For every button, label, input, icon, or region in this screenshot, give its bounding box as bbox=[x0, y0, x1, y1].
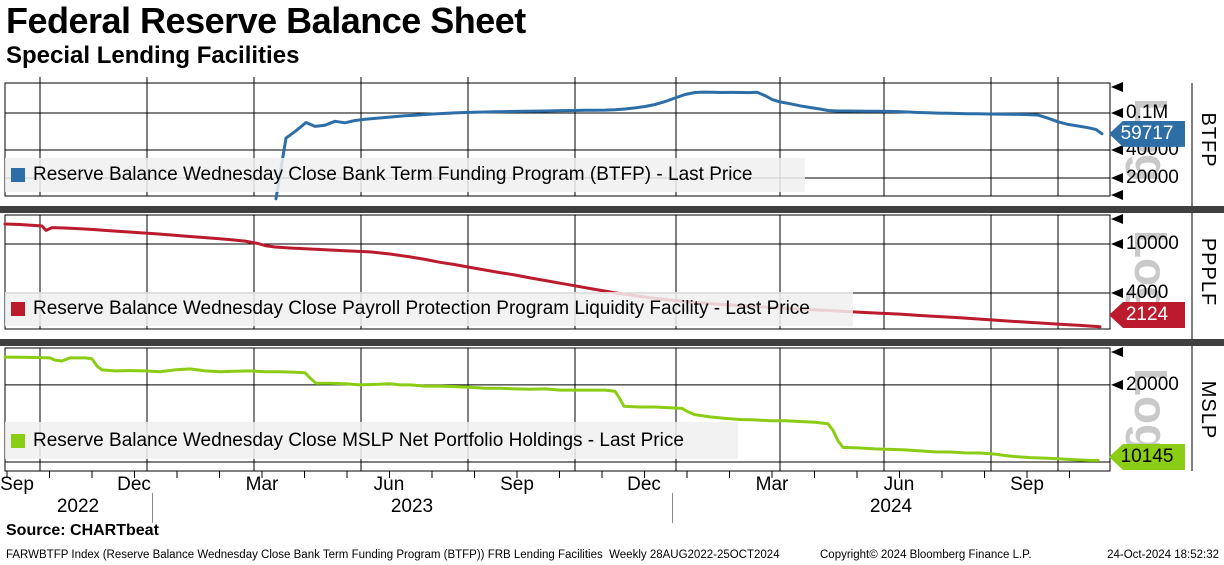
panel-separator[interactable] bbox=[0, 339, 1224, 346]
last-price-badge-ppplf: 2124 bbox=[1109, 302, 1185, 328]
x-axis-month-label: Dec bbox=[627, 474, 661, 495]
panel-axis-label-mslp: MSLP bbox=[1197, 380, 1219, 439]
y-tick-label: 10000 bbox=[1126, 233, 1179, 254]
x-axis-month-label: Mar bbox=[755, 474, 789, 495]
x-axis-month-label: Sep bbox=[0, 474, 34, 495]
x-axis-month-label: Dec bbox=[117, 474, 151, 495]
x-axis-year-label: 2023 bbox=[390, 496, 434, 517]
chart-subtitle: Special Lending Facilities bbox=[6, 42, 300, 69]
legend-swatch-icon bbox=[11, 302, 25, 316]
year-divider-line bbox=[152, 493, 153, 523]
x-axis-month-label: Sep bbox=[500, 474, 534, 495]
source-label: Source: CHARTbeat bbox=[6, 522, 159, 539]
x-axis-month-label: Mar bbox=[245, 474, 279, 495]
x-axis-year-label: 2022 bbox=[56, 496, 100, 517]
panel-separator[interactable] bbox=[0, 206, 1224, 213]
log-scale-watermark: Log bbox=[1125, 229, 1177, 315]
last-price-badge-btfp: 59717 bbox=[1109, 120, 1185, 147]
y-tick-label: 4000 bbox=[1126, 281, 1169, 303]
footer-index-description: FARWBTFP Index (Reserve Balance Wednesda… bbox=[6, 549, 780, 561]
legend-label: Reserve Balance Wednesday Close MSLP Net… bbox=[33, 429, 684, 451]
footer-timestamp: 24-Oct-2024 18:52:32 bbox=[1107, 549, 1219, 561]
legend-swatch-icon bbox=[11, 168, 25, 182]
last-price-badge-mslp: 10145 bbox=[1109, 444, 1185, 470]
x-axis-month-label: Sep bbox=[1010, 474, 1044, 495]
x-axis-month-label: Jun bbox=[883, 474, 915, 495]
page-title: Federal Reserve Balance Sheet bbox=[6, 0, 526, 41]
legend-label: Reserve Balance Wednesday Close Bank Ter… bbox=[33, 164, 753, 185]
legend-ppplf[interactable]: Reserve Balance Wednesday Close Payroll … bbox=[5, 292, 853, 326]
x-axis-year-label: 2024 bbox=[869, 496, 913, 517]
legend-label: Reserve Balance Wednesday Close Payroll … bbox=[33, 298, 810, 319]
legend-mslp[interactable]: Reserve Balance Wednesday Close MSLP Net… bbox=[5, 422, 738, 459]
y-tick-label: 20000 bbox=[1126, 167, 1179, 188]
y-tick-label: 0.1M bbox=[1126, 102, 1169, 123]
footer-copyright: Copyright© 2024 Bloomberg Finance L.P. bbox=[820, 549, 1032, 561]
legend-swatch-icon bbox=[11, 433, 25, 448]
legend-btfp[interactable]: Reserve Balance Wednesday Close Bank Ter… bbox=[5, 158, 805, 192]
year-divider-line bbox=[672, 493, 673, 523]
y-tick-label: 20000 bbox=[1126, 373, 1179, 395]
x-axis-month-label: Jun bbox=[373, 474, 405, 495]
panel-axis-label-ppplf: PPPLF bbox=[1197, 237, 1219, 307]
log-scale-watermark: Log bbox=[1125, 367, 1177, 452]
panel-axis-label-btfp: BTFP bbox=[1197, 111, 1219, 168]
